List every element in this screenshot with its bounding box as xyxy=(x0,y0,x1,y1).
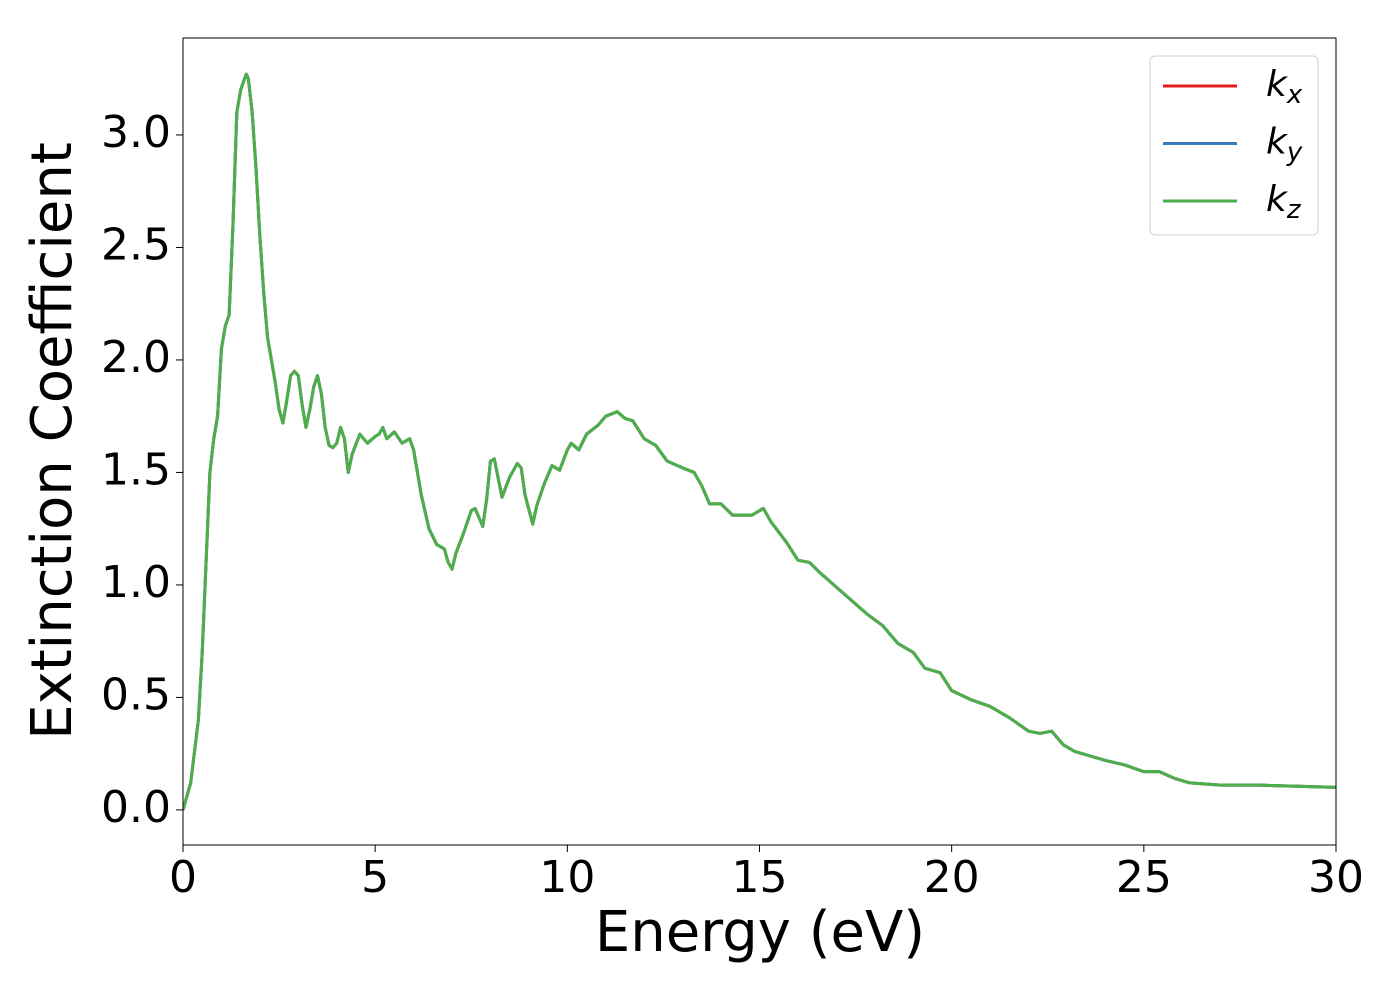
x-axis-label: Energy (eV) xyxy=(595,900,925,965)
plot-frame xyxy=(182,37,1337,846)
legend-label: kx xyxy=(1266,64,1303,110)
y-tick-label: 1.5 xyxy=(101,444,171,495)
x-tick-label: 10 xyxy=(539,852,595,903)
legend-label: ky xyxy=(1266,122,1303,168)
y-tick-label: 0.0 xyxy=(101,782,171,833)
x-tick-label: 5 xyxy=(361,852,389,903)
y-tick-label: 1.0 xyxy=(101,557,171,608)
y-tick-label: 0.5 xyxy=(101,669,171,720)
y-axis-label: Extinction Coefficient xyxy=(20,142,85,740)
legend-box xyxy=(1149,55,1319,236)
y-tick-label: 2.0 xyxy=(101,332,171,383)
x-tick-label: 25 xyxy=(1116,852,1172,903)
x-tick-label: 15 xyxy=(732,852,788,903)
legend-label: kz xyxy=(1266,179,1302,225)
x-tick-label: 0 xyxy=(169,852,197,903)
y-tick-label: 3.0 xyxy=(101,107,171,158)
series-line xyxy=(183,72,1336,811)
x-tick-label: 20 xyxy=(924,852,980,903)
y-tick-label: 2.5 xyxy=(101,219,171,270)
x-tick-label: 30 xyxy=(1308,852,1364,903)
